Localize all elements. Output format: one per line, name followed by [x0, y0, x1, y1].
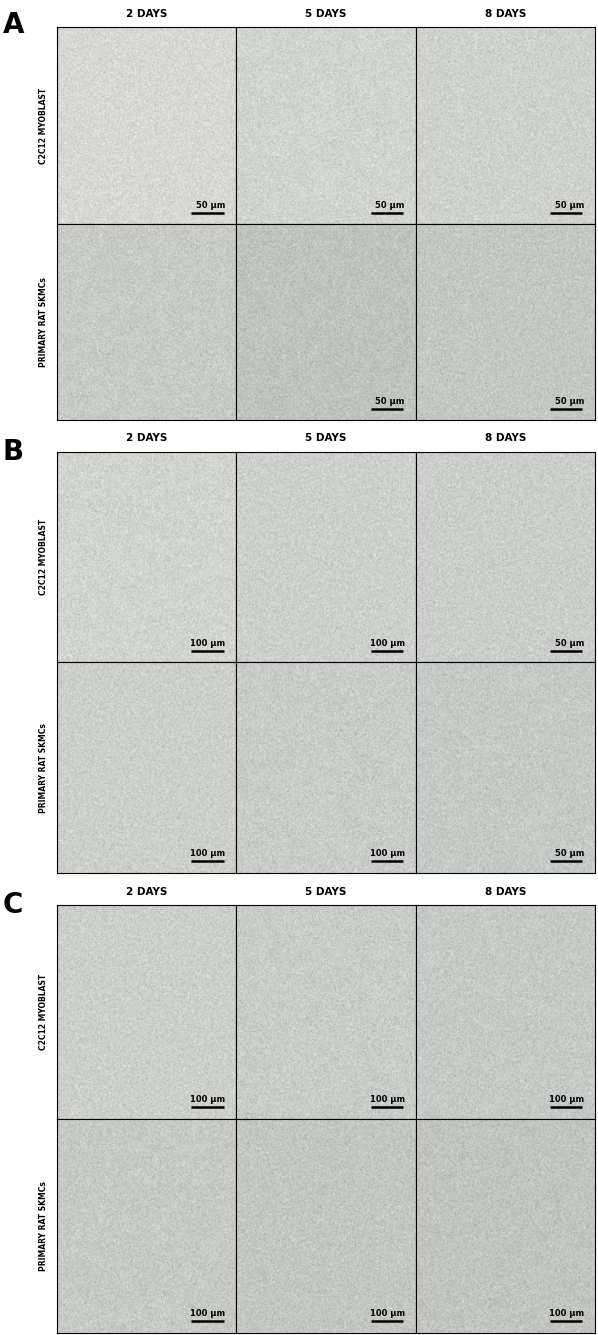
Text: 50 μm: 50 μm: [555, 398, 584, 406]
Text: 50 μm: 50 μm: [555, 638, 584, 647]
Text: 8 DAYS: 8 DAYS: [484, 434, 526, 443]
Text: 8 DAYS: 8 DAYS: [484, 8, 526, 19]
Text: 100 μm: 100 μm: [190, 1095, 225, 1104]
Text: 100 μm: 100 μm: [190, 849, 225, 858]
Text: 100 μm: 100 μm: [370, 1310, 405, 1318]
Text: 5 DAYS: 5 DAYS: [305, 886, 347, 897]
Text: 100 μm: 100 μm: [190, 1310, 225, 1318]
Text: C: C: [3, 892, 23, 920]
Text: A: A: [3, 11, 25, 39]
Text: 100 μm: 100 μm: [190, 638, 225, 647]
Text: 2 DAYS: 2 DAYS: [126, 886, 167, 897]
Text: PRIMARY RAT SKMCs: PRIMARY RAT SKMCs: [39, 276, 48, 367]
Text: 50 μm: 50 μm: [196, 200, 225, 210]
Text: 50 μm: 50 μm: [555, 849, 584, 858]
Text: 100 μm: 100 μm: [370, 849, 405, 858]
Text: 100 μm: 100 μm: [549, 1310, 584, 1318]
Text: 50 μm: 50 μm: [376, 200, 405, 210]
Text: 2 DAYS: 2 DAYS: [126, 8, 167, 19]
Text: 100 μm: 100 μm: [370, 638, 405, 647]
Text: 5 DAYS: 5 DAYS: [305, 8, 347, 19]
Text: 100 μm: 100 μm: [549, 1095, 584, 1104]
Text: 2 DAYS: 2 DAYS: [126, 434, 167, 443]
Text: 100 μm: 100 μm: [370, 1095, 405, 1104]
Text: 50 μm: 50 μm: [555, 200, 584, 210]
Text: 50 μm: 50 μm: [376, 398, 405, 406]
Text: C2C12 MYOBLAST: C2C12 MYOBLAST: [39, 519, 48, 595]
Text: B: B: [3, 438, 24, 466]
Text: PRIMARY RAT SKMCs: PRIMARY RAT SKMCs: [39, 1181, 48, 1271]
Text: C2C12 MYOBLAST: C2C12 MYOBLAST: [39, 87, 48, 164]
Text: C2C12 MYOBLAST: C2C12 MYOBLAST: [39, 975, 48, 1051]
Text: PRIMARY RAT SKMCs: PRIMARY RAT SKMCs: [39, 722, 48, 813]
Text: 8 DAYS: 8 DAYS: [484, 886, 526, 897]
Text: 5 DAYS: 5 DAYS: [305, 434, 347, 443]
